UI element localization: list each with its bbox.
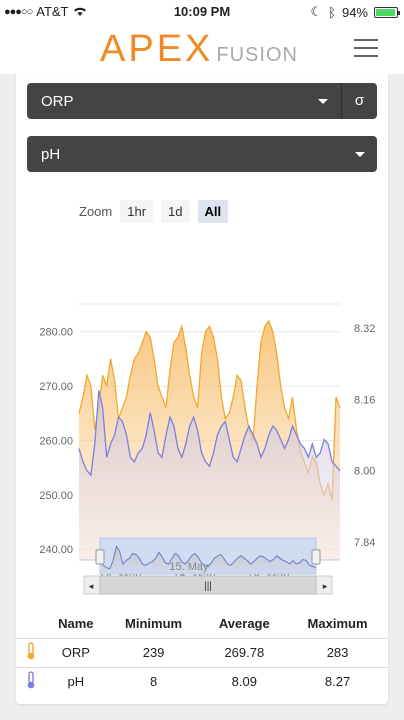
stats-avg: 269.78 <box>201 637 288 667</box>
stats-header-minimum: Minimum <box>125 616 183 632</box>
scroll-left-icon[interactable]: ◂ <box>89 581 94 591</box>
stats-header-maximum: Maximum <box>307 616 368 632</box>
probe-select-primary-value: ORP <box>41 93 74 110</box>
thermometer-icon <box>16 637 46 667</box>
stats-min: 8 <box>105 666 202 696</box>
y-right-tick-label: 7.84 <box>354 537 375 549</box>
table-row: pH 8 8.09 8.27 <box>16 666 388 696</box>
zoom-controls: Zoom 1hr 1d All <box>79 200 229 223</box>
bluetooth-icon: ᛒ <box>328 4 336 20</box>
stats-avg: 8.09 <box>201 666 288 696</box>
carrier-label: AT&T <box>36 4 69 19</box>
y-left-tick-label: 280.00 <box>39 327 73 339</box>
ph-series-area <box>79 390 340 560</box>
chevron-down-icon <box>355 152 365 157</box>
graph-card: ORP σ pH Zoom 1hr 1d All 280.00 270.00 260… <box>16 74 388 704</box>
y-right-tick-label: 8.16 <box>354 394 375 406</box>
status-bar: ●●●○○ AT&T 10:09 PM ☾ ᛒ 94% <box>0 0 404 22</box>
scrollbar-grip-icon: ||| <box>204 581 212 592</box>
stats-min: 239 <box>105 637 202 667</box>
y-left-tick-label: 240.00 <box>39 544 73 556</box>
navigator-handle[interactable] <box>95 549 105 565</box>
stats-header-average: Average <box>218 616 270 632</box>
navigator-selection <box>99 537 317 575</box>
stats-header-name: Name <box>58 616 94 632</box>
y-left-tick-label: 250.00 <box>39 490 73 502</box>
scrollbar-thumb[interactable] <box>99 575 317 595</box>
sigma-button[interactable]: σ <box>341 83 377 119</box>
stats-max: 8.27 <box>287 666 388 696</box>
y-left-tick-label: 260.00 <box>39 435 73 447</box>
probe-select-primary[interactable]: ORP σ <box>27 83 377 119</box>
hamburger-menu-icon[interactable] <box>354 39 378 57</box>
chevron-down-icon <box>318 99 328 104</box>
ph-series-line <box>78 390 341 477</box>
scroll-right-icon[interactable]: ▸ <box>323 581 328 591</box>
stats-max: 283 <box>287 637 388 667</box>
battery-icon <box>374 6 400 18</box>
thermometer-icon <box>16 666 46 696</box>
y-left-tick-label: 270.00 <box>39 381 73 393</box>
probe-select-secondary[interactable]: pH <box>27 136 377 172</box>
orp-series-line <box>78 319 341 501</box>
y-right-tick-label: 8.00 <box>354 466 375 478</box>
time-label: 10:09 PM <box>173 4 231 19</box>
logo-fusion: FUSION <box>216 44 298 66</box>
logo-apex: APEX <box>100 28 214 70</box>
apex-fusion-logo[interactable]: APEX FUSION <box>100 28 298 70</box>
zoom-1d-button[interactable]: 1d <box>161 200 190 223</box>
battery-percent: 94% <box>341 4 368 20</box>
zoom-1hr-button[interactable]: 1hr <box>120 200 154 223</box>
navigator-handle[interactable] <box>311 549 321 565</box>
stats-name: ORP <box>46 637 106 667</box>
app-header: APEX FUSION <box>0 22 404 74</box>
chart-svg[interactable]: 280.00 270.00 260.00 250.00 240.00 8.32 8.16 8.… <box>16 174 388 604</box>
navigator-date-label: 15. May <box>169 561 209 573</box>
signal-icon: ●●●○○ <box>4 5 33 18</box>
stats-table: Name Minimum Average Maximum ORP 239 269… <box>16 610 388 696</box>
zoom-all-button[interactable]: All <box>197 200 229 223</box>
y-right-tick-label: 8.32 <box>354 323 375 335</box>
stats-name: pH <box>46 666 106 696</box>
zoom-label: Zoom <box>79 204 113 219</box>
navigator-line <box>99 545 317 570</box>
moon-icon: ☾ <box>310 4 323 19</box>
probe-select-secondary-value: pH <box>41 146 61 163</box>
wifi-icon <box>73 4 87 19</box>
table-row: ORP 239 269.78 283 <box>16 637 388 667</box>
navigator-area <box>100 546 316 574</box>
probe-chart[interactable]: 280.00 270.00 260.00 250.00 240.00 8.32 8.16 8.… <box>16 174 388 604</box>
